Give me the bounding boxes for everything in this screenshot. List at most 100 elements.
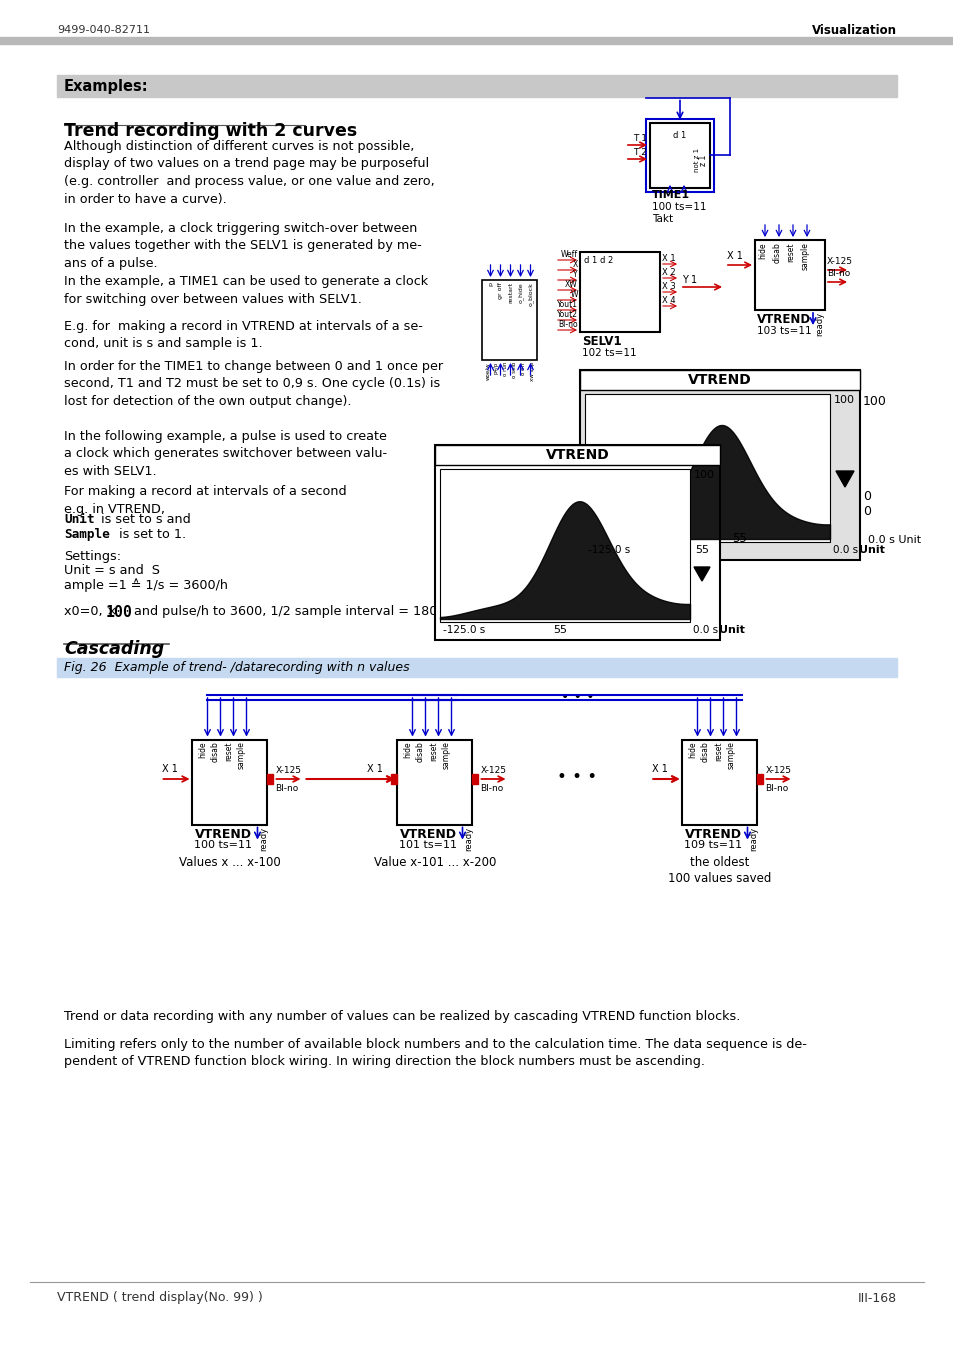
- Text: d 2: d 2: [599, 256, 613, 265]
- Text: X 1: X 1: [367, 764, 383, 774]
- Bar: [435, 446, 720, 464]
- Text: sample: sample: [726, 741, 735, 770]
- Text: Trend or data recording with any number of values can be realized by cascading V: Trend or data recording with any number …: [64, 1010, 740, 1023]
- Text: Sample: Sample: [64, 528, 110, 541]
- Text: T 2: T 2: [633, 148, 646, 157]
- Text: XW: XW: [565, 279, 578, 289]
- Text: Takt: Takt: [651, 215, 673, 224]
- Text: Although distinction of different curves is not possible,
display of two values : Although distinction of different curves…: [64, 140, 435, 205]
- Text: X 2: X 2: [661, 269, 675, 277]
- Text: X 1: X 1: [652, 764, 668, 774]
- Bar: [649, 123, 709, 188]
- Text: not z 1: not z 1: [693, 148, 700, 171]
- Text: ready: ready: [259, 826, 268, 850]
- Text: VTREND: VTREND: [757, 313, 810, 325]
- Text: 0.0 s: 0.0 s: [832, 545, 858, 555]
- Text: 103 ts=11: 103 ts=11: [757, 325, 811, 336]
- Text: sample: sample: [236, 741, 246, 770]
- Text: Bl-no: Bl-no: [764, 784, 788, 792]
- Bar: [472, 774, 478, 784]
- Text: gr off: gr off: [497, 282, 502, 298]
- Text: d 1: d 1: [673, 131, 686, 139]
- Text: For making a record at intervals of a second
e.g. in VTREND,: For making a record at intervals of a se…: [64, 485, 346, 516]
- Text: 0: 0: [862, 490, 870, 504]
- Text: X 3: X 3: [661, 282, 675, 292]
- Text: disab: disab: [416, 741, 424, 763]
- Text: VTREND: VTREND: [687, 373, 751, 387]
- Text: X-125: X-125: [480, 765, 506, 775]
- Text: T 1: T 1: [633, 134, 646, 143]
- Bar: [645, 119, 713, 192]
- Text: Yout2: Yout2: [557, 310, 578, 319]
- Text: 100: 100: [106, 605, 132, 620]
- Text: Visualization: Visualization: [811, 23, 896, 36]
- Text: VTREND: VTREND: [684, 828, 740, 841]
- Text: III-168: III-168: [857, 1292, 896, 1304]
- Text: X-125: X-125: [275, 765, 301, 775]
- Bar: [391, 774, 397, 784]
- Text: 55: 55: [695, 545, 709, 555]
- Text: • • •: • • •: [560, 690, 594, 703]
- Polygon shape: [835, 471, 853, 487]
- Text: In order for the TIME1 to change between 0 and 1 once per
second, T1 and T2 must: In order for the TIME1 to change between…: [64, 360, 442, 408]
- Text: Yout1: Yout1: [557, 300, 578, 309]
- Text: 0.0 s: 0.0 s: [692, 625, 718, 634]
- Text: is set to s and: is set to s and: [97, 513, 191, 526]
- Text: ready: ready: [749, 826, 758, 850]
- Text: 55: 55: [732, 532, 746, 545]
- Text: ready: ready: [814, 312, 823, 336]
- Text: X 1: X 1: [162, 764, 178, 774]
- Text: hide: hide: [687, 741, 697, 759]
- Bar: [439, 468, 689, 622]
- Text: Settings:: Settings:: [64, 549, 121, 563]
- Text: VTREND: VTREND: [399, 828, 456, 841]
- Text: In the example, a clock triggering switch-over between
the values together with : In the example, a clock triggering switc…: [64, 221, 421, 270]
- Text: 100 ts=11: 100 ts=11: [194, 841, 253, 850]
- Text: Value x-101 ... x-200: Value x-101 ... x-200: [374, 856, 496, 869]
- Text: sample: sample: [441, 741, 451, 770]
- Text: 100: 100: [693, 470, 714, 481]
- Text: Unit = s and  S: Unit = s and S: [64, 564, 160, 576]
- Text: o err: o err: [520, 362, 525, 375]
- Text: Limiting refers only to the number of available block numbers and to the calcula: Limiting refers only to the number of av…: [64, 1038, 806, 1068]
- Text: Bl-no: Bl-no: [275, 784, 298, 792]
- Text: z 1: z 1: [699, 154, 707, 166]
- Polygon shape: [693, 567, 709, 580]
- Bar: [193, 740, 267, 825]
- Text: and pulse/h to 3600, 1/2 sample interval = 1800 must be applied  to pulse input : and pulse/h to 3600, 1/2 sample interval…: [130, 605, 673, 618]
- Text: restart: restart: [507, 282, 513, 304]
- Text: X 1: X 1: [661, 254, 675, 263]
- Text: Values x ... x-100: Values x ... x-100: [179, 856, 280, 869]
- Text: 55: 55: [553, 625, 566, 634]
- Text: Unit: Unit: [858, 545, 884, 555]
- Bar: [57, 657, 896, 676]
- Text: disab: disab: [700, 741, 709, 763]
- Text: p4/p: p4/p: [494, 362, 498, 374]
- Text: 0: 0: [862, 505, 870, 518]
- Bar: [0, 36, 953, 45]
- Text: 9499-040-82711: 9499-040-82711: [57, 26, 150, 35]
- Text: Unit: Unit: [719, 625, 744, 634]
- Text: reset: reset: [785, 242, 795, 262]
- Text: In the example, a TIME1 can be used to generate a clock
for switching over betwe: In the example, a TIME1 can be used to g…: [64, 275, 428, 305]
- Text: reset: reset: [713, 741, 722, 761]
- Text: W: W: [570, 290, 578, 298]
- Text: Y 1: Y 1: [681, 275, 697, 285]
- Text: X 1: X 1: [726, 251, 742, 261]
- Text: Y: Y: [573, 270, 578, 279]
- Text: Trend recording with 2 curves: Trend recording with 2 curves: [64, 122, 356, 140]
- Text: • • •: • • •: [557, 768, 597, 786]
- Bar: [757, 774, 762, 784]
- Bar: [681, 740, 757, 825]
- Bar: [579, 252, 659, 332]
- Text: Examples:: Examples:: [64, 78, 149, 93]
- Text: ready: ready: [464, 826, 473, 850]
- Bar: [435, 446, 720, 640]
- Text: reset: reset: [429, 741, 437, 761]
- Text: xw sup: xw sup: [530, 362, 535, 382]
- Text: 0.0 s Unit: 0.0 s Unit: [867, 535, 921, 545]
- Bar: [754, 240, 824, 310]
- Text: o selb: o selb: [512, 362, 517, 378]
- Text: hide: hide: [198, 741, 207, 759]
- Text: 100: 100: [862, 396, 886, 408]
